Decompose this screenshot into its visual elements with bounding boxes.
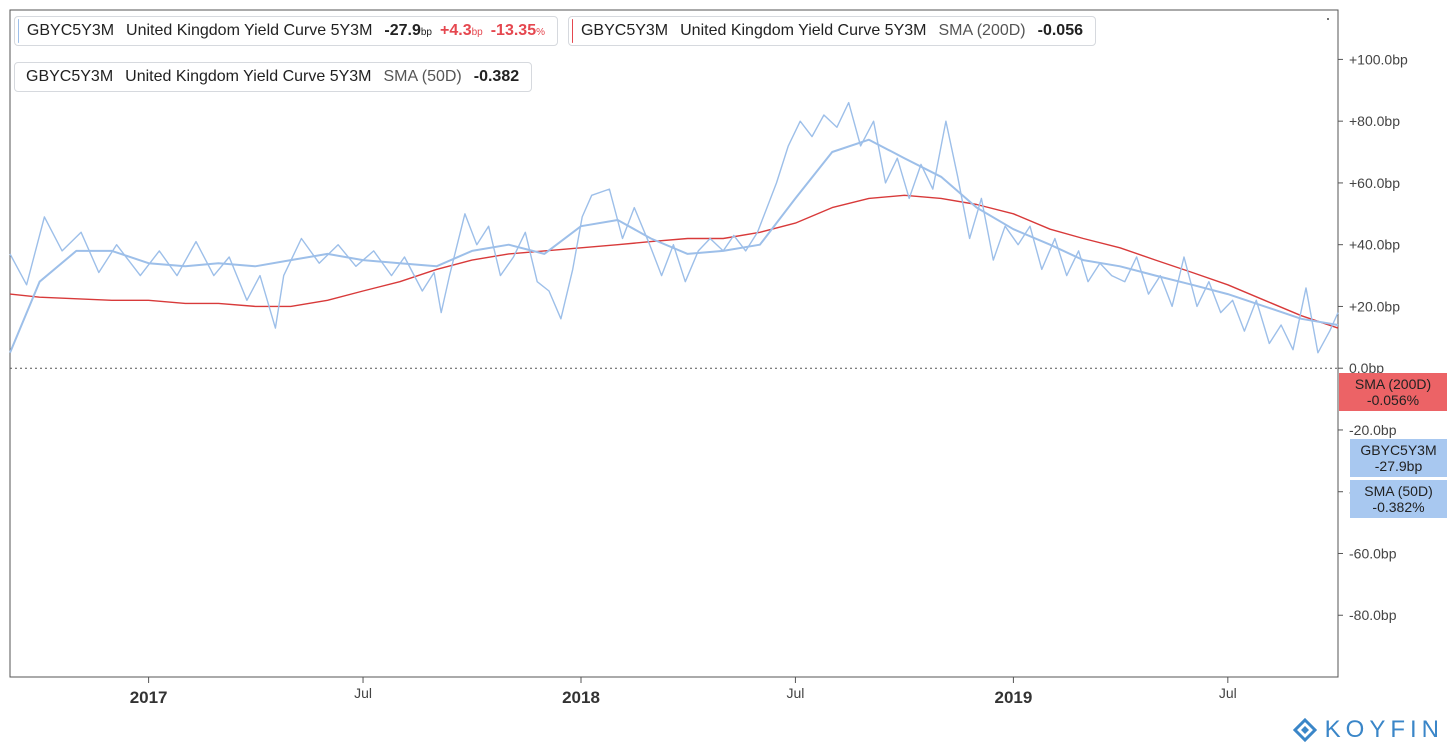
- legend-sma200-value: -0.056: [1037, 22, 1083, 39]
- legend-sma50[interactable]: GBYC5Y3M United Kingdom Yield Curve 5Y3M…: [14, 62, 532, 92]
- legend-price-symbol: GBYC5Y3M: [26, 22, 115, 39]
- y-tick-label: +40.0bp: [1349, 237, 1400, 253]
- sma200-tag-value: -0.056%: [1366, 392, 1420, 408]
- legend-price[interactable]: GBYC5Y3M United Kingdom Yield Curve 5Y3M…: [14, 16, 558, 46]
- x-tick-label: 2019: [994, 688, 1032, 707]
- y-tick-label: -20.0bp: [1349, 422, 1397, 438]
- legend-price-change-pct: -13.35%: [490, 22, 545, 39]
- legend-sma200-indicator: SMA (200D): [938, 22, 1026, 39]
- y-tick-label: +80.0bp: [1349, 113, 1400, 129]
- x-tick-label: 2018: [562, 688, 600, 707]
- legend-price-color-bar: [18, 19, 19, 43]
- koyfin-logo-text: KOYFIN: [1324, 716, 1444, 743]
- price-tag: GBYC5Y3M -27.9bp: [1350, 439, 1447, 477]
- series-line-sma-50d: [9, 138, 1339, 354]
- legend-sma200-symbol: GBYC5Y3M: [580, 22, 669, 39]
- legend-sma200-color-bar: [572, 19, 573, 43]
- legend-sma50-symbol: GBYC5Y3M: [26, 68, 114, 85]
- series-line-sma-200d: [9, 194, 1339, 329]
- legend-sma50-indicator: SMA (50D): [383, 68, 462, 85]
- legend-price-name: United Kingdom Yield Curve 5Y3M: [126, 22, 373, 39]
- koyfin-logo: KOYFIN: [1292, 716, 1444, 744]
- sma200-price-tag: SMA (200D) -0.056%: [1339, 373, 1447, 411]
- legend-price-change: +4.3bp: [440, 22, 483, 39]
- price-tag-value: -27.9bp: [1374, 458, 1423, 474]
- legend-sma50-name: United Kingdom Yield Curve 5Y3M: [125, 68, 372, 85]
- legend-sma50-value: -0.382: [473, 68, 520, 85]
- y-tick-label: +20.0bp: [1349, 298, 1400, 314]
- x-tick-label: Jul: [354, 685, 372, 701]
- y-tick-label: +60.0bp: [1349, 175, 1400, 191]
- sma50-tag-value: -0.382%: [1372, 499, 1425, 515]
- koyfin-logo-icon: [1292, 718, 1317, 742]
- y-tick-label: 0.0bp: [1349, 360, 1384, 376]
- price-tag-label: GBYC5Y3M: [1360, 442, 1437, 458]
- sma50-tag-label: SMA (50D): [1364, 483, 1433, 499]
- legend-price-value: -27.9bp: [384, 22, 432, 39]
- sma200-tag-label: SMA (200D): [1354, 376, 1432, 392]
- y-tick-label: -80.0bp: [1349, 607, 1397, 623]
- sma50-price-tag: SMA (50D) -0.382%: [1350, 480, 1447, 518]
- y-tick-label: -60.0bp: [1349, 545, 1397, 561]
- x-tick-label: 2017: [130, 688, 168, 707]
- x-tick-label: Jul: [786, 685, 804, 701]
- y-tick-label: +100.0bp: [1349, 51, 1408, 67]
- plot-frame: [9, 9, 1339, 678]
- legend-sma200[interactable]: GBYC5Y3M United Kingdom Yield Curve 5Y3M…: [568, 16, 1096, 46]
- x-tick-label: Jul: [1219, 685, 1237, 701]
- corner-dot: [1327, 18, 1329, 20]
- series-line-gbyc5y3m: [9, 101, 1339, 354]
- legend-sma200-name: United Kingdom Yield Curve 5Y3M: [680, 22, 927, 39]
